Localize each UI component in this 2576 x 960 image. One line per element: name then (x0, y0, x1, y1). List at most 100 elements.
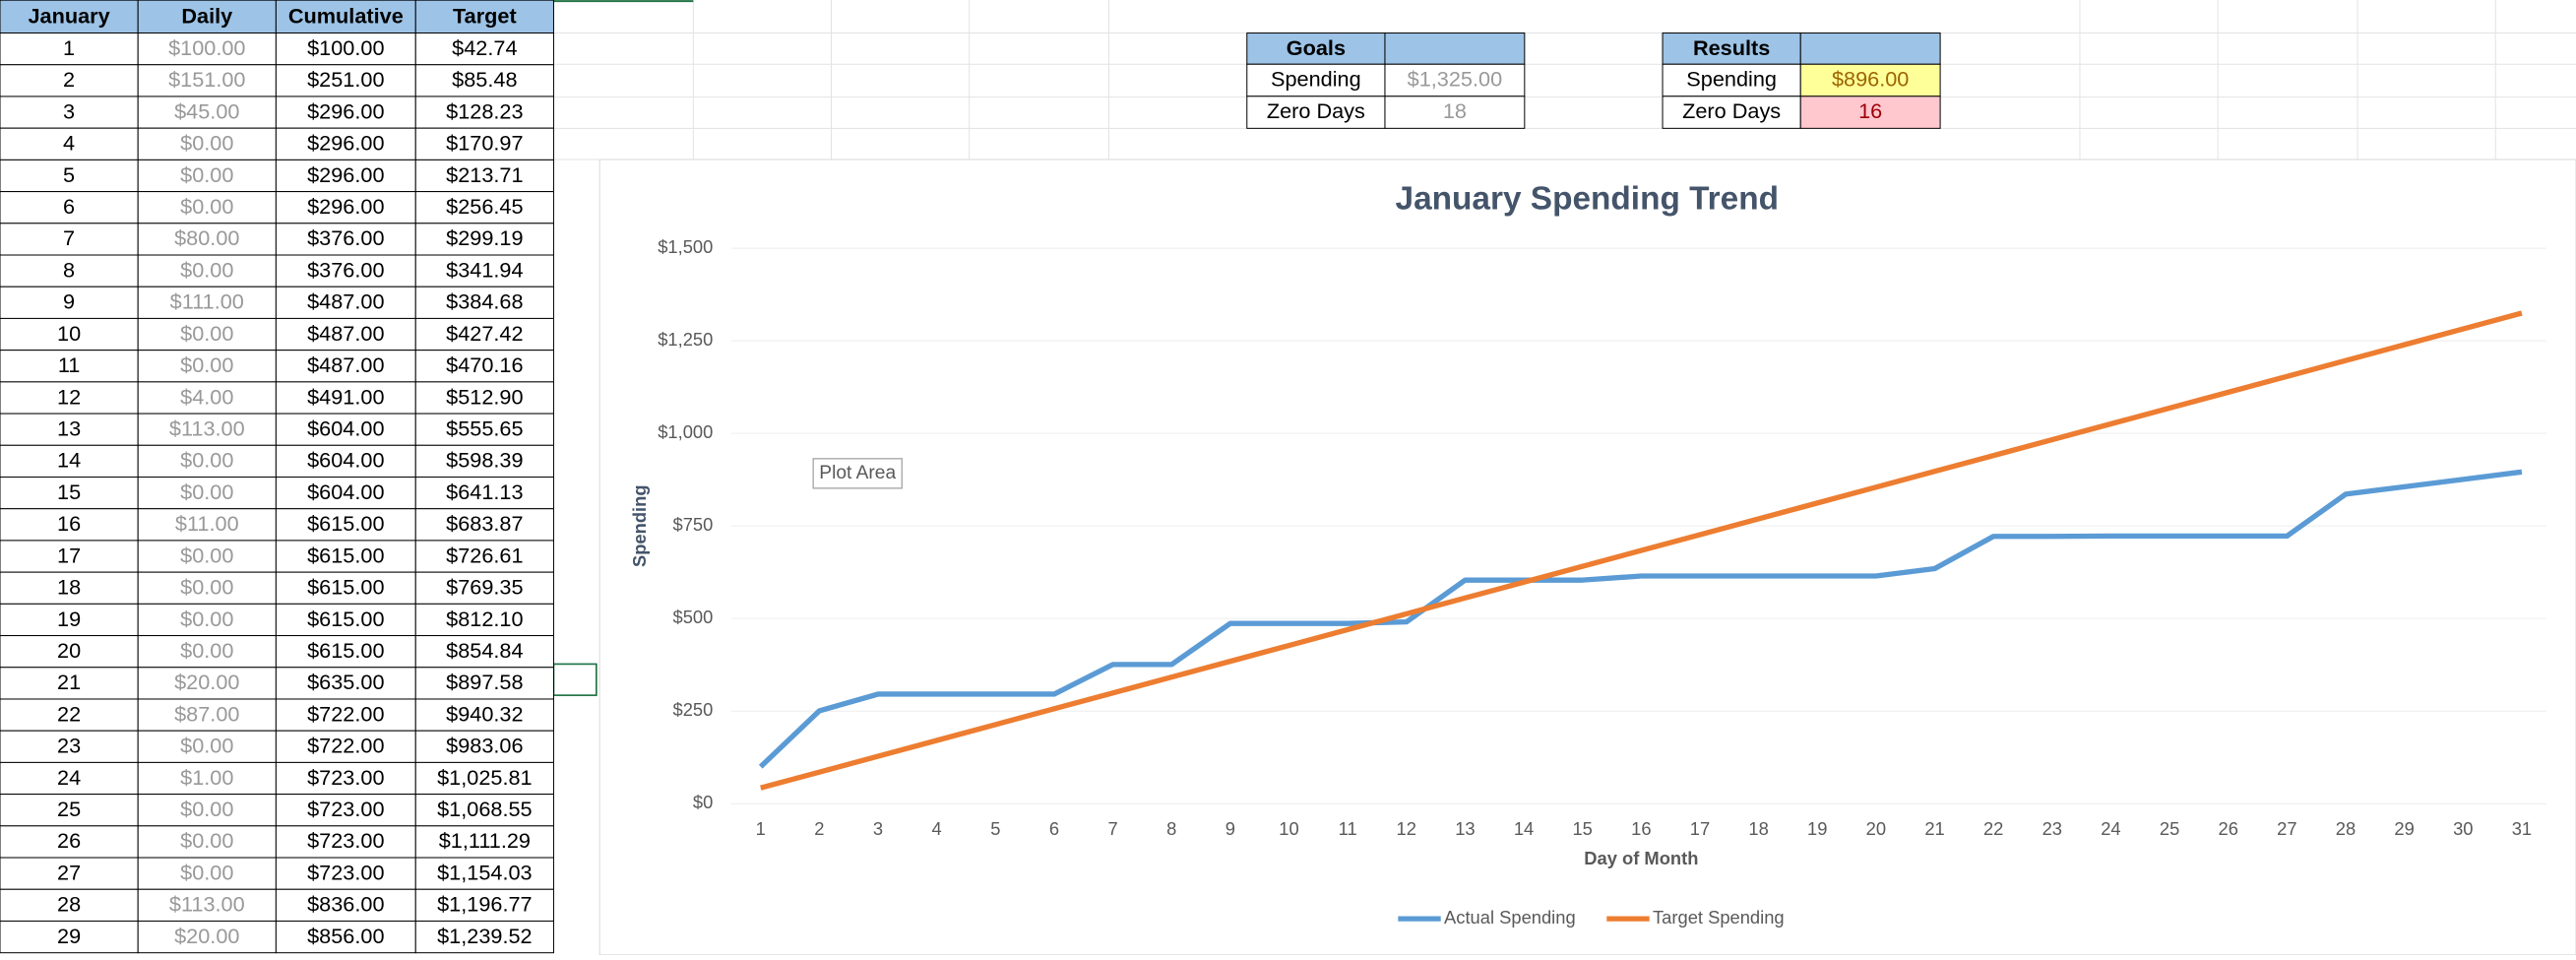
table-cell[interactable] (414, 381, 554, 415)
table-cell[interactable] (414, 825, 554, 859)
table-cell[interactable] (275, 286, 416, 319)
table-cell[interactable] (275, 635, 416, 669)
table-cell[interactable] (414, 857, 554, 890)
table-cell[interactable] (0, 667, 139, 700)
table-cell[interactable] (137, 254, 277, 288)
box-cell[interactable] (1246, 96, 1386, 129)
legend-label[interactable]: Actual Spending (1444, 907, 1576, 928)
header-cell[interactable] (414, 0, 554, 34)
table-cell[interactable] (414, 127, 554, 160)
table-cell[interactable] (0, 286, 139, 319)
table-cell[interactable] (0, 857, 139, 890)
table-cell[interactable] (414, 191, 554, 224)
box-cell[interactable] (1384, 63, 1526, 97)
table-cell[interactable] (414, 603, 554, 637)
table-cell[interactable] (137, 381, 277, 415)
table-cell[interactable] (0, 32, 139, 66)
table-cell[interactable] (275, 32, 416, 66)
table-cell[interactable] (0, 381, 139, 415)
table-cell[interactable] (414, 508, 554, 542)
box-header-cell[interactable] (1799, 32, 1941, 65)
table-cell[interactable] (137, 571, 277, 605)
header-cell[interactable] (275, 0, 416, 34)
table-cell[interactable] (414, 476, 554, 510)
table-cell[interactable] (414, 794, 554, 827)
table-cell[interactable] (414, 317, 554, 352)
table-cell[interactable] (275, 571, 416, 605)
table-cell[interactable] (137, 96, 277, 129)
table-cell[interactable] (137, 64, 277, 97)
table-cell[interactable] (0, 730, 139, 763)
table-cell[interactable] (414, 698, 554, 732)
table-cell[interactable] (414, 350, 554, 383)
table-cell[interactable] (137, 761, 277, 796)
table-cell[interactable] (137, 127, 277, 160)
x-tick-label: 21 (1924, 818, 1944, 839)
table-cell[interactable] (414, 730, 554, 763)
table-cell[interactable] (0, 571, 139, 605)
table-cell[interactable] (414, 667, 554, 700)
table-cell[interactable] (414, 159, 554, 193)
table-cell[interactable] (137, 888, 277, 922)
table-cell[interactable] (137, 635, 277, 669)
table-cell[interactable] (0, 413, 139, 446)
table-cell[interactable] (0, 540, 139, 573)
table-cell[interactable] (275, 96, 416, 129)
table-cell[interactable] (0, 761, 139, 796)
table-cell[interactable] (275, 603, 416, 637)
table-cell[interactable] (0, 920, 139, 954)
table-cell[interactable] (275, 540, 416, 573)
tooltip: Plot Area (819, 463, 896, 483)
cell-text: $1,154.03 (437, 860, 532, 884)
table-cell[interactable] (414, 920, 554, 954)
table-cell[interactable] (414, 286, 554, 319)
box-cell[interactable] (1662, 63, 1801, 97)
box-cell[interactable] (1662, 96, 1801, 129)
table-cell[interactable] (137, 286, 277, 319)
table-cell[interactable] (275, 698, 416, 732)
table-cell[interactable] (0, 191, 139, 224)
table-cell[interactable] (275, 191, 416, 224)
table-cell[interactable] (0, 159, 139, 193)
selected-cell[interactable] (552, 663, 597, 696)
table-cell[interactable] (414, 254, 554, 288)
table-cell[interactable] (414, 540, 554, 573)
table-cell[interactable] (414, 64, 554, 97)
x-tick-label: 28 (2336, 818, 2356, 839)
table-cell[interactable] (137, 857, 277, 890)
table-cell[interactable] (137, 317, 277, 352)
table-cell[interactable] (414, 888, 554, 922)
chart-area[interactable] (598, 159, 2576, 956)
table-cell[interactable] (414, 413, 554, 446)
table-cell[interactable] (137, 730, 277, 763)
table-cell[interactable] (275, 825, 416, 859)
table-cell[interactable] (414, 96, 554, 129)
cell-text: $487.00 (307, 352, 384, 377)
box-header-cell[interactable] (1384, 32, 1526, 65)
cell-text: $1,025.81 (437, 765, 532, 790)
table-cell[interactable] (0, 444, 139, 478)
table-cell[interactable] (0, 96, 139, 129)
table-cell[interactable] (0, 603, 139, 637)
table-cell[interactable] (137, 159, 277, 193)
table-cell[interactable] (275, 223, 416, 256)
table-cell[interactable] (414, 571, 554, 605)
table-cell[interactable] (0, 888, 139, 922)
table-cell[interactable] (414, 761, 554, 796)
box-cell[interactable] (1384, 96, 1526, 129)
table-cell[interactable] (275, 350, 416, 383)
table-cell[interactable] (137, 413, 277, 446)
table-cell[interactable] (0, 825, 139, 859)
table-cell[interactable] (137, 476, 277, 510)
table-cell[interactable] (414, 444, 554, 478)
table-cell[interactable] (275, 920, 416, 954)
box-cell[interactable] (1799, 63, 1941, 97)
box-cell[interactable] (1799, 96, 1941, 129)
table-cell[interactable] (275, 381, 416, 415)
table-cell[interactable] (0, 794, 139, 827)
legend-label[interactable]: Target Spending (1653, 907, 1785, 928)
table-cell[interactable] (275, 888, 416, 922)
x-tick-label: 23 (2042, 818, 2062, 839)
box-header-cell[interactable] (1246, 32, 1386, 65)
